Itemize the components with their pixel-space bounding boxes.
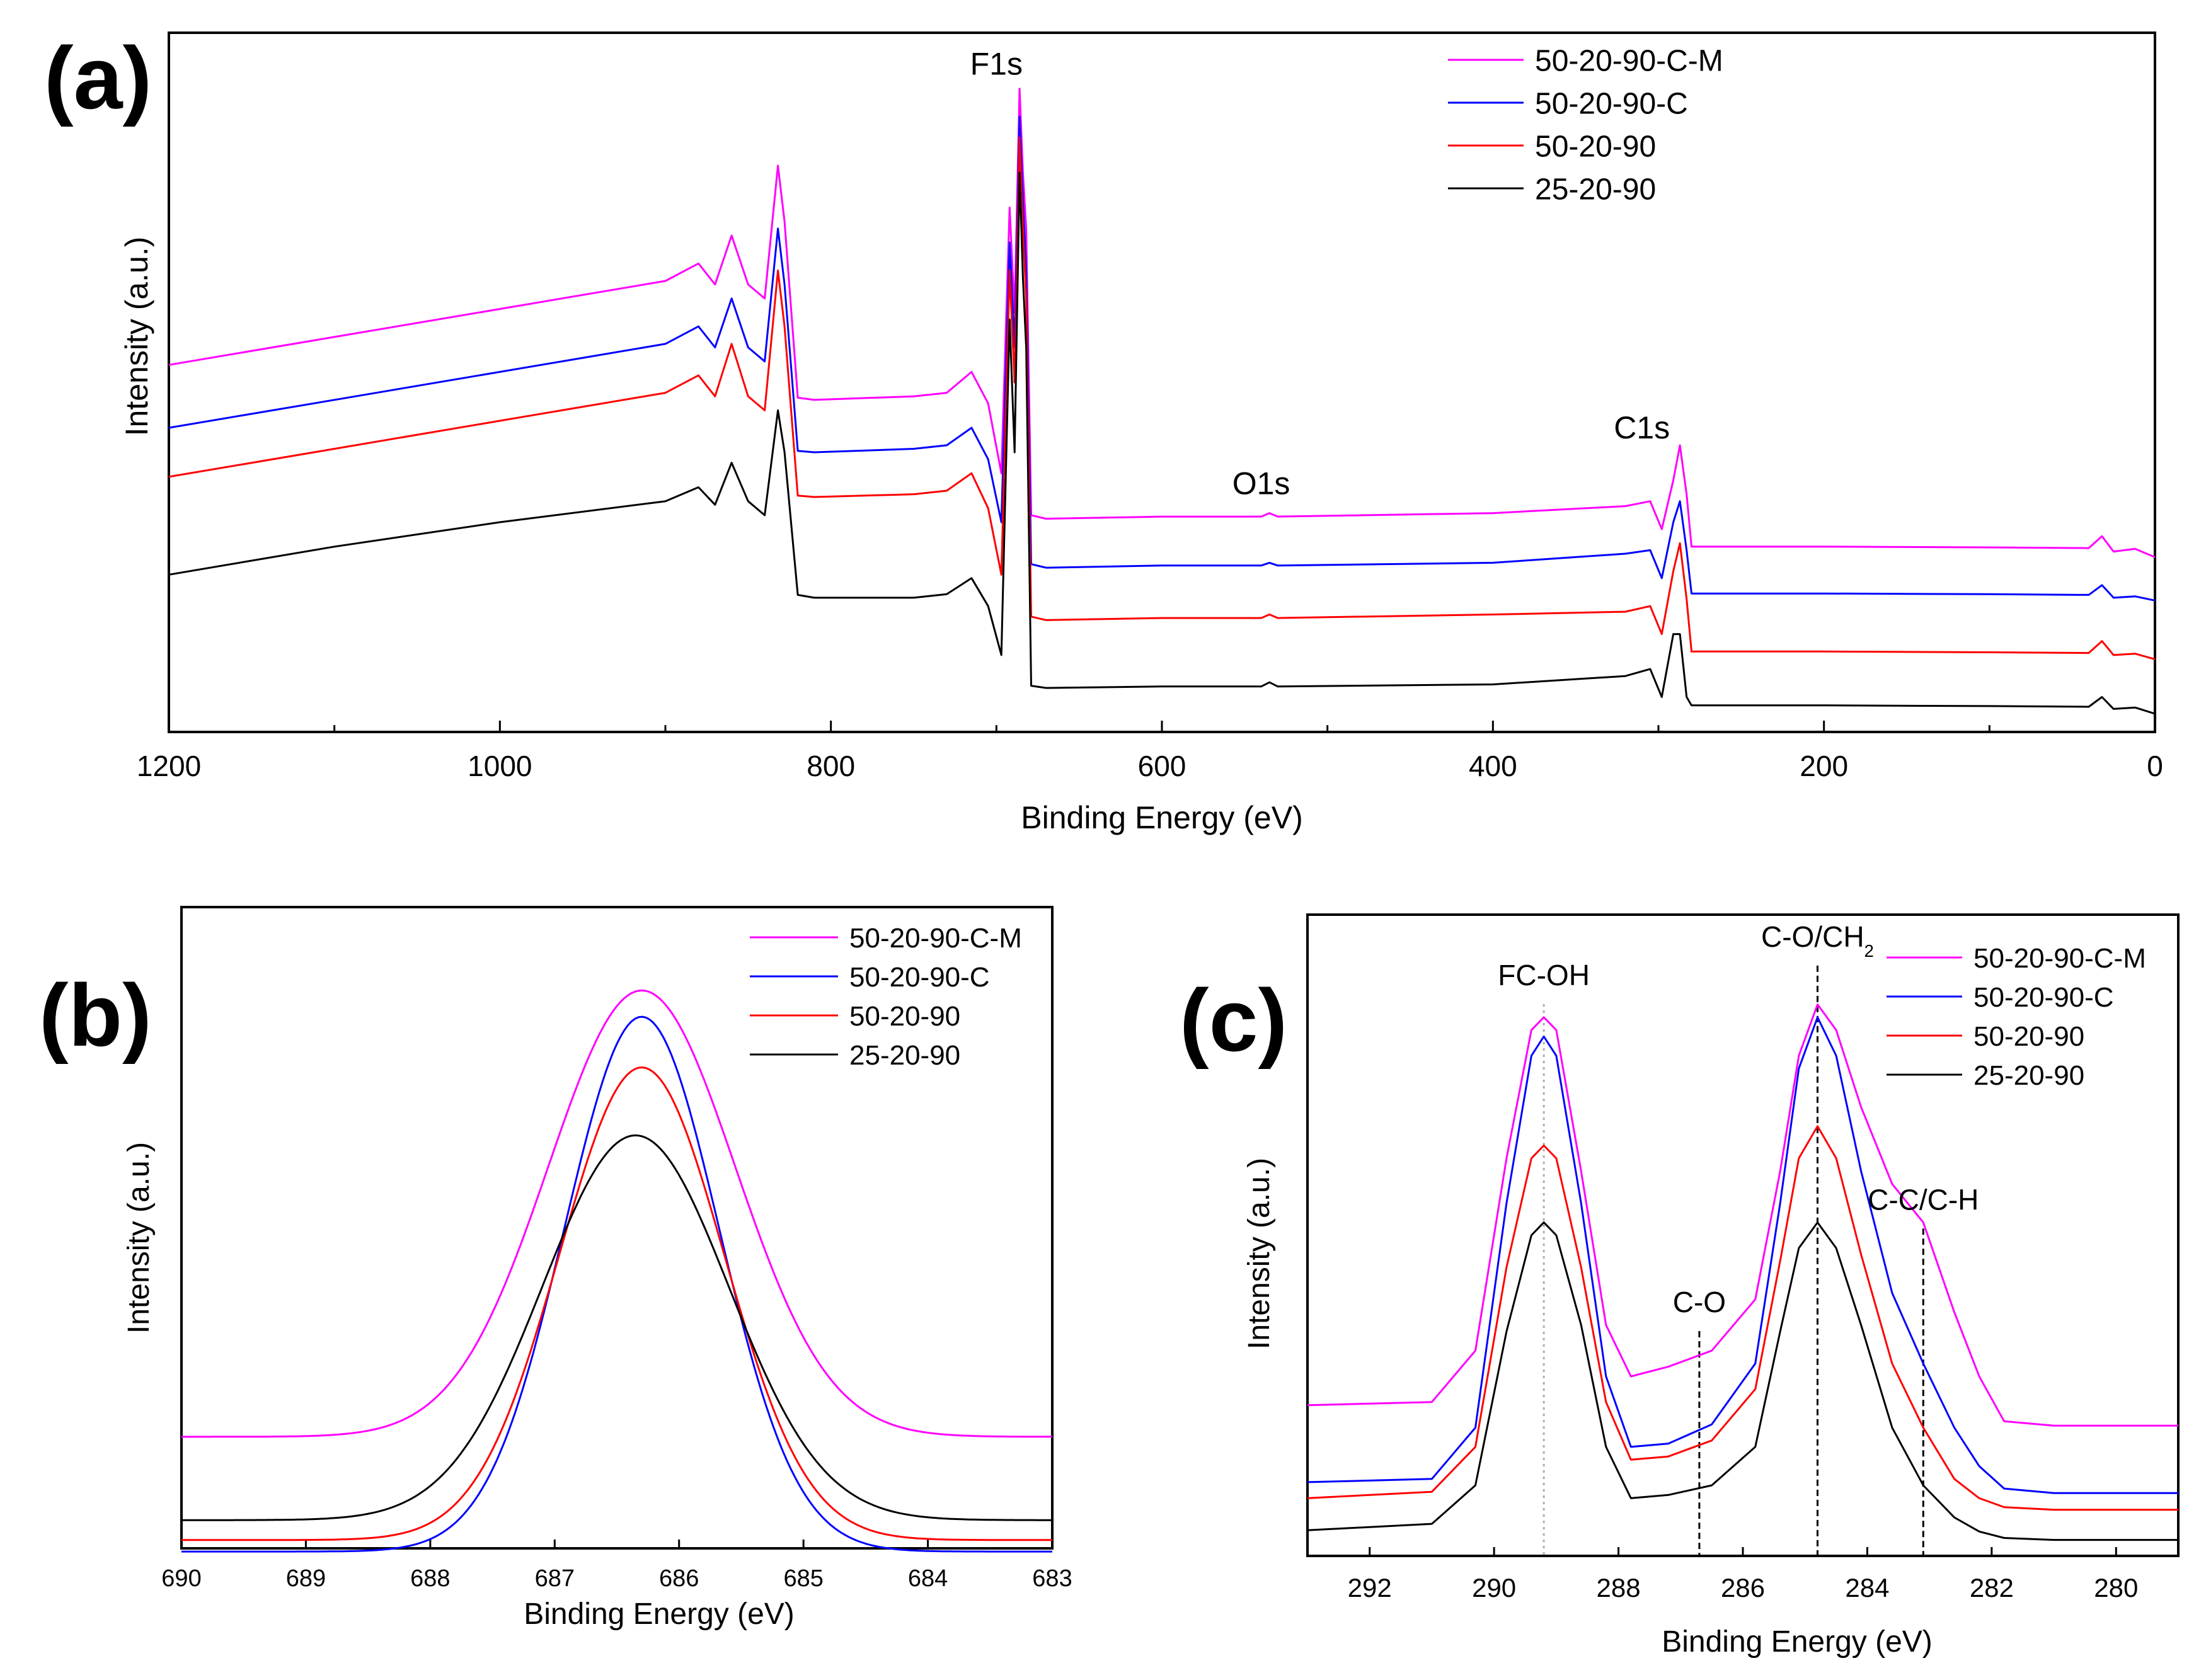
annotation-o1s: O1s xyxy=(1232,466,1290,501)
panel-c-letter: (c) xyxy=(1180,971,1287,1070)
panel-c-annotations: FC-OH C-O C-O/CH2 C-C/C-H xyxy=(1498,920,1979,1318)
legend-label-50-20-90-c: 50-20-90-C xyxy=(849,962,990,993)
panel-a-x-tick-label: 800 xyxy=(807,750,855,782)
panel-c-x-tick-label: 288 xyxy=(1597,1573,1641,1603)
panel-c-x-tick-label: 284 xyxy=(1845,1573,1889,1603)
panel-a-y-axis-label: Intensity (a.u.) xyxy=(119,237,154,437)
panel-a-annotations: F1s O1s C1s xyxy=(970,47,1670,501)
panel-c-y-axis-label: Intensity (a.u.) xyxy=(1243,1158,1276,1349)
annotation-fc-oh: FC-OH xyxy=(1498,959,1590,991)
panel-a-x-axis-label: Binding Energy (eV) xyxy=(1021,800,1302,835)
annotation-c-c-c-h: C-C/C-H xyxy=(1868,1183,1979,1216)
panel-b-chart: 690 689 688 687 686 685 684 683 50-20-90-C-M50-… xyxy=(122,906,1072,1631)
panel-c-x-tick-label: 282 xyxy=(1970,1573,2014,1603)
panel-a-x-tick-label: 200 xyxy=(1800,750,1848,782)
panel-b-x-tick-label: 690 xyxy=(161,1565,201,1592)
legend-label-50-20-90-c: 50-20-90-C xyxy=(1973,982,2114,1013)
panel-b-x-tick-label: 687 xyxy=(535,1565,575,1592)
legend-label-50-20-90: 50-20-90 xyxy=(849,1001,960,1032)
panel-c-x-tick-label: 280 xyxy=(2094,1573,2138,1603)
panel-c-reference-lines xyxy=(1542,965,1924,1556)
panel-b-y-axis-label: Intensity (a.u.) xyxy=(122,1142,156,1334)
panel-b-x-tick-label: 685 xyxy=(783,1565,823,1592)
legend-label-25-20-90: 25-20-90 xyxy=(1973,1060,2084,1091)
panel-b-x-tick-label: 683 xyxy=(1032,1565,1072,1592)
panel-b-letter: (b) xyxy=(39,966,152,1065)
panel-c-chart: 292 290 288 286 284 282 280 FC-OH C-O C-O/CH2 C-C… xyxy=(1243,913,2180,1659)
panel-c-legend: 50-20-90-C-M 50-20-90-C 50-20-90 25-20-90 xyxy=(1887,943,2146,1091)
annotation-f1s: F1s xyxy=(970,47,1023,82)
panel-b-x-tick-label: 684 xyxy=(908,1565,948,1592)
panel-a-x-tick-label: 600 xyxy=(1138,750,1186,782)
panel-a-legend: 50-20-90-C-M 50-20-90-C 50-20-90 25-20-90 xyxy=(1448,44,1723,206)
panel-c-x-tick-label: 292 xyxy=(1348,1573,1392,1603)
panel-b-x-tick-label: 686 xyxy=(659,1565,699,1592)
panel-b-x-axis-label: Binding Energy (eV) xyxy=(524,1597,795,1631)
panel-a-x-tick-label: 1000 xyxy=(468,750,532,782)
series-line-50-20-90-c xyxy=(168,115,2156,602)
legend-label-50-20-90-c-m: 50-20-90-C-M xyxy=(1973,943,2146,974)
panel-a-x-tick-label: 400 xyxy=(1469,750,1517,782)
series-line-25-20-90 xyxy=(1307,1221,2178,1541)
series-line-50-20-90 xyxy=(168,137,2156,661)
series-line-25-20-90 xyxy=(181,1134,1052,1521)
panel-b-x-axis: 690 689 688 687 686 685 684 683 xyxy=(161,1540,1072,1592)
series-line-50-20-90 xyxy=(1307,1125,2178,1511)
panel-c-series xyxy=(1307,1003,2178,1541)
panel-c-x-axis-label: Binding Energy (eV) xyxy=(1662,1625,1933,1659)
panel-b-legend: 50-20-90-C-M 50-20-90-C 50-20-90 25-20-90 xyxy=(750,923,1022,1071)
legend-label-25-20-90: 25-20-90 xyxy=(849,1040,960,1071)
panel-b-x-tick-label: 689 xyxy=(286,1565,326,1592)
panel-a-letter: (a) xyxy=(44,28,152,127)
panel-b-series xyxy=(181,989,1052,1553)
legend-label-25-20-90: 25-20-90 xyxy=(1535,173,1656,206)
legend-label-50-20-90-c-m: 50-20-90-C-M xyxy=(849,923,1022,954)
panel-c-x-tick-label: 290 xyxy=(1472,1573,1516,1603)
panel-b-plot-frame xyxy=(180,906,1054,1550)
series-line-50-20-90-c-m xyxy=(168,88,2156,558)
panel-a-chart: 1200 1000 800 600 400 200 0 F1s O1s C1s 50-20-90… xyxy=(119,31,2163,835)
series-line-50-20-90-c-m xyxy=(181,989,1052,1438)
series-line-50-20-90 xyxy=(181,1066,1052,1541)
panel-b-x-tick-label: 688 xyxy=(410,1565,450,1592)
annotation-subscript: 2 xyxy=(1864,940,1874,960)
series-line-50-20-90-c xyxy=(181,1015,1052,1553)
series-line-50-20-90-c-m xyxy=(1307,1003,2178,1427)
panel-a-x-axis: 1200 1000 800 600 400 200 0 xyxy=(137,721,2163,782)
series-line-50-20-90-c xyxy=(1307,1016,2178,1494)
panel-c-x-axis: 292 290 288 286 284 282 280 xyxy=(1348,1547,2138,1603)
panel-a-x-tick-label: 0 xyxy=(2147,750,2163,782)
annotation-c-o-ch2: C-O/CH2 xyxy=(1761,920,1874,961)
panel-a-series xyxy=(168,88,2156,715)
annotation-c-o: C-O xyxy=(1673,1286,1726,1318)
series-line-25-20-90 xyxy=(168,171,2156,715)
panel-a-plot-frame xyxy=(168,31,2156,733)
legend-label-50-20-90: 50-20-90 xyxy=(1973,1021,2084,1052)
legend-label-50-20-90-c-m: 50-20-90-C-M xyxy=(1535,44,1723,77)
panel-c-x-tick-label: 286 xyxy=(1721,1573,1765,1603)
legend-label-50-20-90-c: 50-20-90-C xyxy=(1535,87,1688,120)
legend-label-50-20-90: 50-20-90 xyxy=(1535,130,1656,163)
panel-a-x-tick-label: 1200 xyxy=(137,750,201,782)
annotation-c1s: C1s xyxy=(1614,410,1670,445)
